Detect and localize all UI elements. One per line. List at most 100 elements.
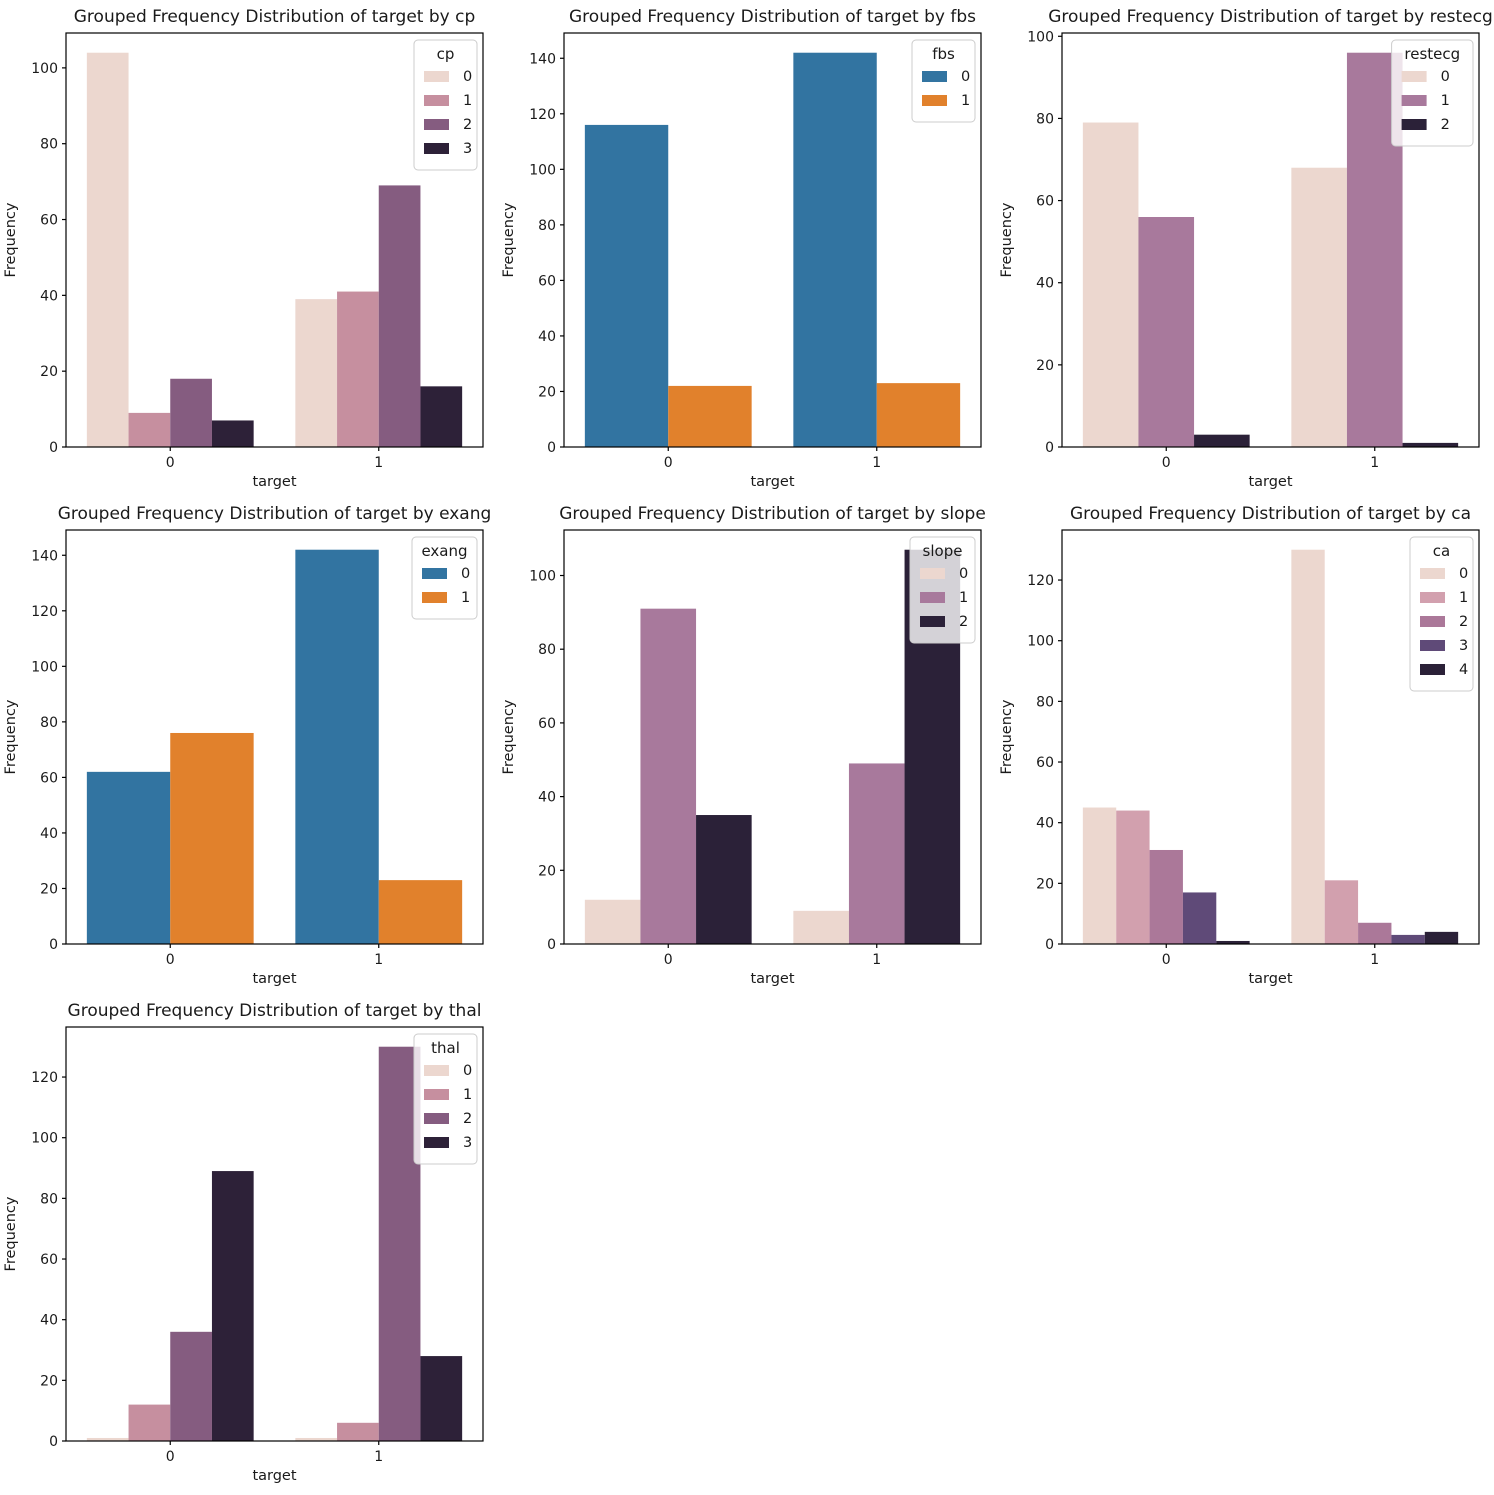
- x-tick-label: 0: [166, 455, 175, 471]
- legend-label: 2: [463, 1111, 472, 1127]
- axes-frame: [65, 32, 484, 448]
- legend-swatch: [920, 568, 945, 579]
- y-tick-label: 100: [31, 1131, 58, 1147]
- y-axis-label: Frequency: [501, 699, 517, 774]
- bar: [170, 1331, 212, 1441]
- bar: [640, 608, 697, 944]
- y-tick-label: 80: [1036, 111, 1054, 127]
- y-tick-label: 80: [538, 642, 556, 658]
- legend: fbs 0 1: [911, 39, 976, 123]
- chart-title: Grouped Frequency Distribution of target…: [68, 1001, 482, 1021]
- y-tick-label: 0: [49, 440, 58, 456]
- legend-swatch: [1420, 616, 1445, 627]
- legend: cp 0 1 2 3: [413, 39, 478, 171]
- legend-title: ca: [1433, 542, 1450, 560]
- bar: [1424, 931, 1459, 944]
- legend-swatch: [920, 592, 945, 603]
- y-tick-label: 20: [1036, 358, 1054, 374]
- x-axis-label: target: [750, 474, 794, 490]
- y-axis-label: Frequency: [999, 202, 1015, 277]
- bar: [876, 383, 961, 447]
- legend-title: slope: [923, 542, 963, 560]
- x-tick-label: 1: [1370, 455, 1379, 471]
- chart-svg: Grouped Frequency Distribution of target…: [501, 7, 982, 490]
- bar: [128, 1404, 171, 1441]
- bar: [1324, 880, 1359, 944]
- x-tick-label: 1: [374, 952, 383, 968]
- x-axis-label: target: [252, 1468, 296, 1484]
- x-axis-label: target: [1248, 971, 1292, 987]
- y-tick-label: 0: [1045, 440, 1054, 456]
- bar: [86, 771, 171, 944]
- y-tick-label: 80: [538, 218, 556, 234]
- bar: [1082, 122, 1139, 448]
- bar: [337, 291, 379, 447]
- y-tick-label: 80: [40, 137, 58, 153]
- bar: [1402, 442, 1459, 447]
- legend-title: fbs: [932, 45, 955, 63]
- x-axis-label: target: [1248, 474, 1292, 490]
- legend-swatch: [1401, 95, 1427, 106]
- legend-label: 1: [1459, 590, 1468, 606]
- axes-frame: [65, 1026, 484, 1442]
- y-tick-label: 20: [40, 364, 58, 380]
- legend-swatch: [1420, 664, 1445, 675]
- y-axis-label: Frequency: [3, 699, 19, 774]
- chart-svg: Grouped Frequency Distribution of target…: [501, 504, 986, 987]
- bar: [1116, 810, 1150, 944]
- bar: [337, 1422, 379, 1441]
- y-tick-label: 120: [31, 1070, 58, 1086]
- y-tick-label: 140: [31, 548, 58, 564]
- bar: [295, 1437, 338, 1441]
- bar: [1138, 217, 1195, 447]
- subplot-cp: Grouped Frequency Distribution of target…: [0, 0, 498, 497]
- legend-swatch: [422, 568, 447, 579]
- y-tick-label: 20: [538, 384, 556, 400]
- y-tick-label: 60: [538, 273, 556, 289]
- y-tick-label: 80: [40, 715, 58, 731]
- bar: [696, 815, 752, 944]
- bar: [1082, 807, 1117, 944]
- legend-label: 2: [463, 117, 472, 133]
- y-tick-label: 120: [1027, 573, 1054, 589]
- legend-title: thal: [431, 1039, 460, 1057]
- y-tick-label: 80: [1036, 694, 1054, 710]
- axes-frame: [563, 32, 982, 448]
- legend-swatch: [424, 95, 449, 106]
- x-tick-label: 1: [374, 1449, 383, 1465]
- y-tick-label: 140: [529, 51, 556, 67]
- chart-title: Grouped Frequency Distribution of target…: [559, 504, 986, 524]
- y-tick-label: 100: [529, 162, 556, 178]
- x-tick-label: 1: [872, 952, 881, 968]
- bar: [584, 899, 641, 944]
- y-tick-label: 20: [40, 881, 58, 897]
- y-tick-label: 0: [547, 937, 556, 953]
- chart-svg: Grouped Frequency Distribution of target…: [3, 1001, 484, 1484]
- axes-frame: [1061, 32, 1480, 448]
- chart-svg: Grouped Frequency Distribution of target…: [999, 7, 1493, 490]
- chart-title: Grouped Frequency Distribution of target…: [1048, 7, 1493, 27]
- legend-label: 2: [1459, 614, 1468, 630]
- bar: [1194, 434, 1250, 447]
- bar: [1358, 922, 1392, 944]
- y-tick-label: 40: [538, 329, 556, 345]
- y-tick-label: 80: [40, 1191, 58, 1207]
- bar: [848, 763, 905, 944]
- legend-label: 0: [461, 566, 470, 582]
- x-axis-label: target: [252, 971, 296, 987]
- y-tick-label: 40: [40, 288, 58, 304]
- y-tick-label: 100: [1027, 29, 1054, 45]
- y-tick-label: 100: [31, 659, 58, 675]
- legend-label: 0: [1459, 566, 1468, 582]
- legend-swatch: [922, 95, 947, 106]
- y-tick-label: 20: [538, 863, 556, 879]
- legend-label: 2: [1441, 117, 1450, 133]
- bar: [86, 52, 129, 447]
- legend-label: 0: [959, 566, 968, 582]
- y-tick-label: 60: [538, 716, 556, 732]
- legend-label: 3: [463, 141, 472, 157]
- y-axis-label: Frequency: [999, 699, 1015, 774]
- y-tick-label: 100: [529, 569, 556, 585]
- chart-title: Grouped Frequency Distribution of target…: [74, 7, 476, 27]
- x-tick-label: 0: [664, 455, 673, 471]
